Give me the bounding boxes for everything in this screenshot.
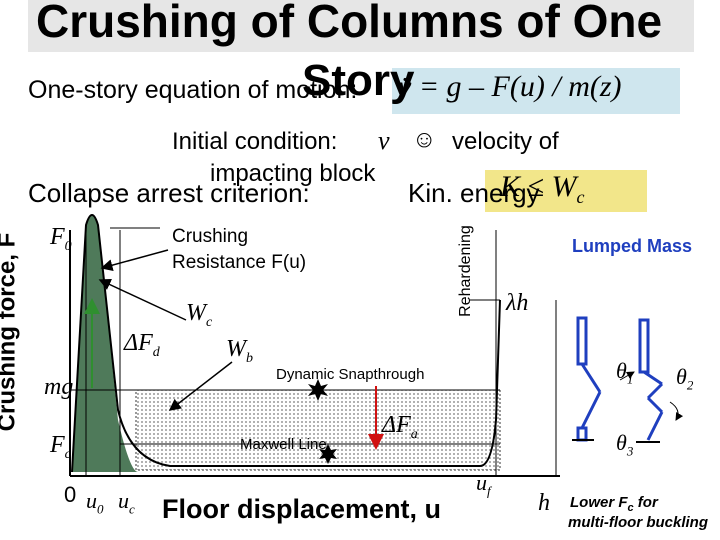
title-line-2: Story bbox=[302, 56, 415, 105]
theta1-label: θ1 bbox=[616, 358, 634, 387]
y-axis-label: Crushing force, F bbox=[0, 233, 21, 432]
crushing-resistance-curve bbox=[71, 214, 501, 473]
equation-label: One-story equation of motion: bbox=[28, 76, 358, 104]
initial-condition-variable: v bbox=[378, 126, 390, 155]
lumped-mass-sketch-2 bbox=[638, 318, 664, 441]
equation-formula: v̇ = g – F(u) / m(z) bbox=[398, 70, 622, 103]
crushing-resistance-label-2: Resistance F(u) bbox=[172, 252, 307, 273]
smiley-icon: ☺ bbox=[412, 126, 437, 153]
wb-label: Wb bbox=[226, 336, 253, 366]
kin-energy-relation: K ≤ Wc bbox=[500, 170, 585, 207]
wc-label: Wc bbox=[186, 300, 213, 330]
f0-label: F0 bbox=[50, 224, 72, 254]
dotted-energy-region bbox=[135, 389, 501, 471]
x-axis-label: Floor displacement, u bbox=[162, 494, 442, 524]
uc-label: uc bbox=[118, 488, 135, 517]
initial-condition-text: velocity of bbox=[452, 128, 559, 155]
theta3-label: θ3 bbox=[616, 430, 634, 459]
kin-energy-highlight bbox=[485, 170, 647, 212]
maxwell-burst bbox=[319, 444, 337, 464]
wb-pointer bbox=[168, 361, 233, 411]
initial-condition-text-2: impacting block bbox=[210, 160, 376, 187]
lambda-h-label: λh bbox=[506, 290, 529, 316]
h-label: h bbox=[538, 490, 550, 516]
lumped-mass-sketch-1 bbox=[576, 316, 602, 442]
delta-fd-label: ΔFd bbox=[124, 330, 160, 360]
theta1-arrow bbox=[619, 371, 635, 381]
page-title: Crushing of Columns of One bbox=[36, 0, 663, 47]
theta2-arrow bbox=[669, 401, 684, 421]
mg-label: mg bbox=[44, 374, 74, 400]
curve-peak-fill bbox=[72, 215, 138, 472]
crushing-resistance-label-1: Crushing bbox=[172, 226, 249, 247]
theta2-label: θ2 bbox=[676, 364, 694, 393]
equation-highlight bbox=[392, 68, 680, 114]
dynamic-snapthrough-label: Dynamic Snapthrough bbox=[276, 366, 425, 383]
delta-fa-label: ΔFa bbox=[382, 412, 418, 442]
snapthrough-burst bbox=[308, 379, 328, 401]
lumped-mass-label: Lumped Mass bbox=[572, 236, 693, 256]
lower-fc-note-1: Lower Fc for bbox=[570, 494, 658, 514]
fc-label: Fc bbox=[50, 432, 71, 462]
rehardening-label: Rehardening bbox=[456, 225, 474, 317]
kin-energy-label: Kin. energy bbox=[408, 178, 540, 208]
origin-label: 0 bbox=[64, 482, 77, 507]
crushing-resistance-pointer bbox=[100, 249, 169, 272]
u0-label: u0 bbox=[86, 488, 104, 517]
wc-pointer bbox=[98, 278, 187, 321]
lower-fc-note-2: multi-floor buckling bbox=[568, 514, 708, 531]
title-banner bbox=[28, 0, 694, 52]
initial-condition-label: Initial condition: bbox=[172, 128, 338, 155]
uf-label: uf bbox=[476, 470, 491, 499]
collapse-criterion-label: Collapse arrest criterion: bbox=[28, 178, 310, 208]
maxwell-line-label: Maxwell Line bbox=[240, 436, 327, 453]
